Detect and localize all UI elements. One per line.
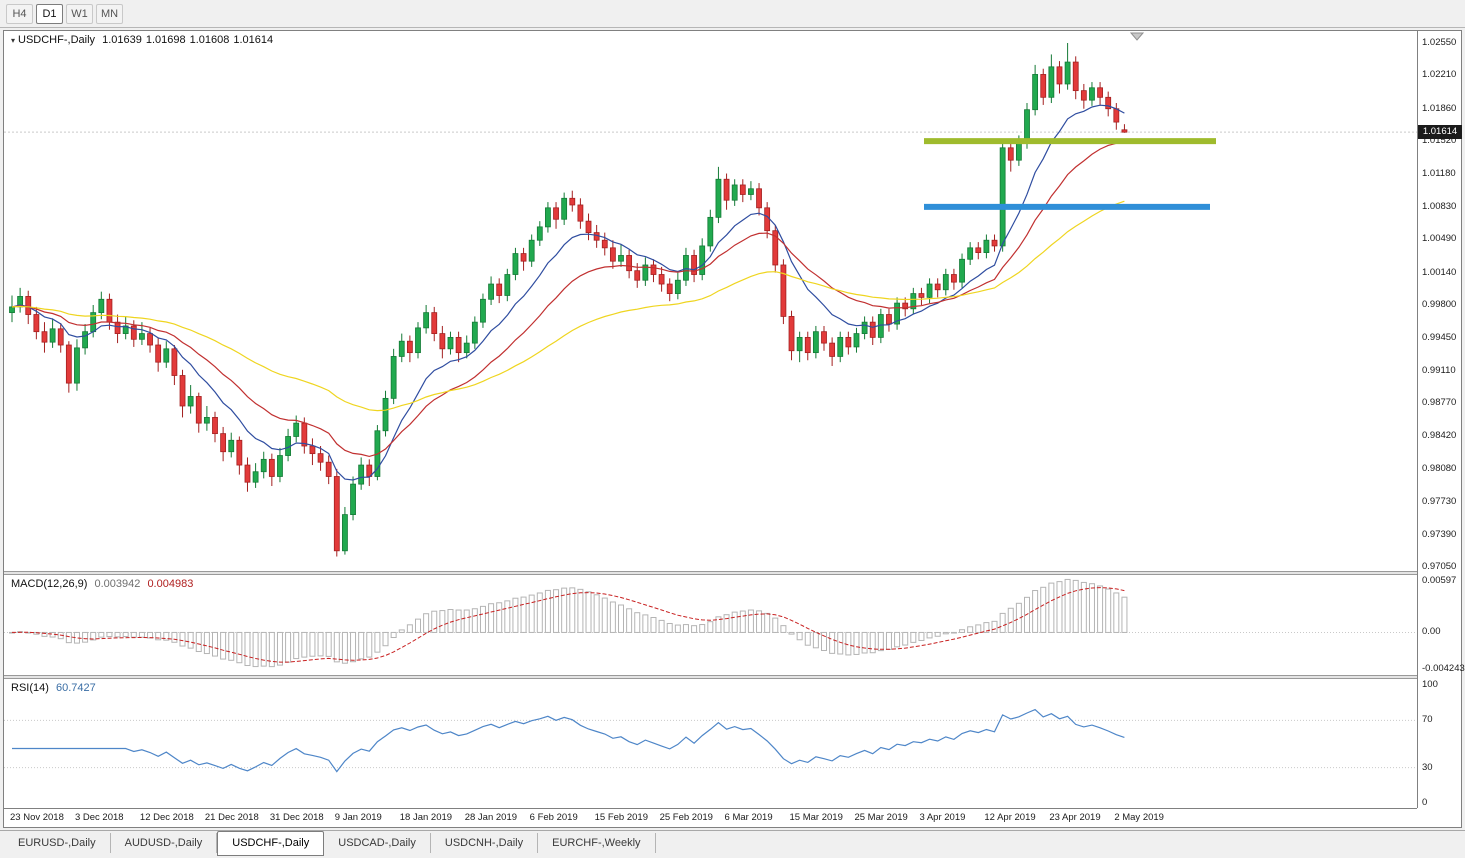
chart-tab-EURCHFWeekly[interactable]: EURCHF-,Weekly — [538, 833, 656, 853]
price-axis-label: 1.00830 — [1422, 200, 1457, 212]
date-axis-label: 15 Feb 2019 — [594, 812, 648, 823]
timeframe-button-W1[interactable]: W1 — [66, 3, 93, 24]
macd-chart[interactable] — [4, 575, 1417, 675]
date-axis-label: 23 Apr 2019 — [1049, 812, 1101, 823]
macd-axis-label: 0.00 — [1422, 626, 1441, 638]
date-axis-label: 2 May 2019 — [1114, 812, 1164, 823]
price-axis-label: 0.99800 — [1422, 299, 1457, 310]
rsi-axis-label: 0 — [1422, 797, 1428, 808]
date-axis-label: 21 Dec 2018 — [204, 812, 259, 823]
price-axis-label: 0.98770 — [1422, 397, 1457, 409]
chart-window: ▾ USDCHF-,Daily 1.01639 1.01698 1.01608 1.01… — [3, 30, 1465, 828]
time-axis[interactable]: 23 Nov 2018 3 Dec 2018 12 Dec 2018 21 Dec 2… — [4, 808, 1417, 827]
price-axis-label: 1.00490 — [1422, 233, 1457, 245]
rsi-axis-label: 30 — [1422, 761, 1433, 773]
moving-average-10 — [11, 104, 1125, 481]
date-axis-label: 25 Feb 2019 — [659, 812, 713, 823]
chart-tab-USDCNHDaily[interactable]: USDCNH-,Daily — [431, 833, 539, 853]
date-axis-label: 12 Apr 2019 — [984, 812, 1036, 823]
timeframe-button-MN[interactable]: MN — [96, 3, 123, 24]
macd-axis-label: -0.004243 — [1422, 663, 1465, 674]
date-axis-label: 25 Mar 2019 — [854, 812, 908, 823]
candles — [9, 43, 1128, 557]
candlestick-chart[interactable] — [4, 31, 1417, 571]
chart-tab-USDCHFDaily[interactable]: USDCHF-,Daily — [217, 831, 325, 856]
price-axis-label: 0.97050 — [1422, 561, 1457, 572]
date-axis-label: 12 Dec 2018 — [139, 812, 194, 823]
rsi-axis-label: 100 — [1422, 679, 1438, 690]
macd-signal-line — [11, 587, 1125, 663]
price-axis-label: 0.98420 — [1422, 430, 1457, 442]
macd-histogram — [9, 578, 1128, 668]
date-axis-label: 3 Apr 2019 — [919, 812, 966, 823]
macd-axis-label: 0.00597 — [1422, 575, 1457, 586]
chart-shift-marker-icon — [1129, 32, 1145, 41]
chart-tab-USDCADDaily[interactable]: USDCAD-,Daily — [324, 833, 431, 853]
date-axis-label: 6 Mar 2019 — [724, 812, 773, 823]
price-axis-label: 1.01180 — [1422, 167, 1456, 179]
current-price-badge: 1.01614 — [1418, 125, 1462, 140]
rsi-line — [12, 708, 1125, 773]
chart-tab-EURUSDDaily[interactable]: EURUSD-,Daily — [4, 833, 111, 853]
rsi-chart[interactable] — [4, 679, 1417, 807]
price-axis-label: 1.00140 — [1422, 266, 1457, 278]
price-axis-label: 0.99110 — [1422, 364, 1456, 376]
timeframe-button-D1[interactable]: D1 — [36, 3, 63, 24]
date-axis-label: 23 Nov 2018 — [10, 812, 64, 823]
date-axis-label: 18 Jan 2019 — [399, 812, 453, 823]
date-axis-label: 6 Feb 2019 — [529, 812, 578, 823]
moving-average-50 — [11, 200, 1125, 412]
rsi-pane[interactable]: RSI(14) 60.7427 — [4, 679, 1417, 807]
date-axis-label: 15 Mar 2019 — [789, 812, 843, 823]
price-axis-label: 1.01860 — [1422, 102, 1457, 114]
chart-expander-icon[interactable]: ▾ — [11, 36, 16, 45]
price-axis-label: 0.98080 — [1422, 462, 1457, 474]
price-axis-label: 0.99450 — [1422, 332, 1457, 344]
timeframe-toolbar: H4 D1 W1 MN — [0, 0, 1465, 28]
date-axis-label: 31 Dec 2018 — [269, 812, 324, 823]
price-axis-label: 1.02550 — [1422, 37, 1457, 48]
chart-tab-AUDUSDDaily[interactable]: AUDUSD-,Daily — [111, 833, 218, 853]
pane-resize-handle[interactable] — [4, 571, 1461, 575]
date-axis-label: 28 Jan 2019 — [464, 812, 518, 823]
price-axis[interactable]: 1.02550 1.02210 1.01860 1.01520 1.01180 1.008… — [1417, 31, 1465, 808]
timeframe-button-H4[interactable]: H4 — [6, 3, 33, 24]
moving-average-21 — [11, 141, 1125, 458]
pane-resize-handle[interactable] — [4, 675, 1461, 679]
price-axis-label: 0.97390 — [1422, 528, 1457, 540]
macd-pane[interactable]: MACD(12,26,9) 0.003942 0.004983 — [4, 575, 1417, 675]
rsi-axis-label: 70 — [1422, 714, 1433, 726]
chart-tabs-bar: EURUSD-,Daily AUDUSD-,Daily USDCHF-,Daily U… — [0, 830, 1465, 858]
price-axis-label: 1.01520 — [1422, 135, 1457, 147]
price-axis-label: 0.97730 — [1422, 496, 1457, 508]
price-axis-label: 1.02210 — [1422, 69, 1457, 81]
date-axis-label: 3 Dec 2018 — [74, 812, 124, 823]
main-chart-pane[interactable]: ▾ USDCHF-,Daily 1.01639 1.01698 1.01608 1.01… — [4, 31, 1417, 571]
date-axis-label: 9 Jan 2019 — [334, 812, 382, 823]
